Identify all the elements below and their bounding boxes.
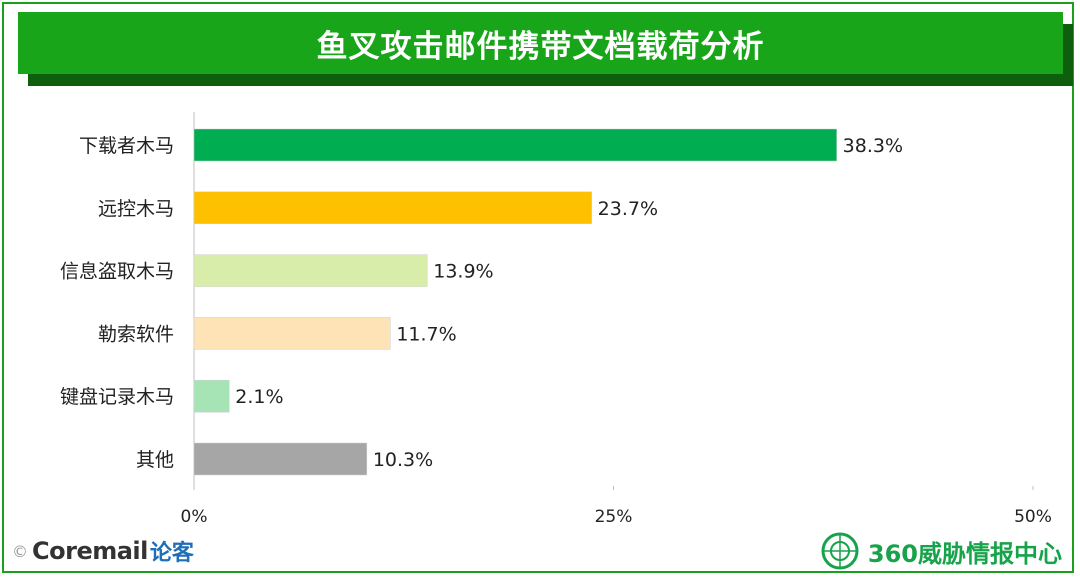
coremail-brand: Coremail bbox=[32, 537, 148, 565]
x-tick-label: 0% bbox=[181, 507, 208, 527]
value-label: 11.7% bbox=[396, 323, 456, 345]
category-label: 其他 bbox=[136, 449, 174, 471]
category-label: 信息盗取木马 bbox=[60, 261, 174, 283]
threat-center-name: 360威胁情报中心 bbox=[867, 539, 1062, 568]
value-label: 10.3% bbox=[373, 449, 433, 471]
category-label: 勒索软件 bbox=[98, 323, 174, 345]
threat-center-logo: 360威胁情报中心 bbox=[820, 530, 1062, 572]
bar bbox=[193, 191, 592, 225]
bar bbox=[193, 254, 428, 287]
x-tick-label: 50% bbox=[1014, 507, 1052, 527]
bar bbox=[193, 317, 391, 350]
copyright-symbol: © bbox=[12, 541, 28, 561]
value-label: 2.1% bbox=[235, 386, 283, 408]
value-label: 13.9% bbox=[433, 261, 493, 283]
title-banner: 鱼叉攻击邮件携带文档载荷分析 bbox=[18, 12, 1063, 74]
value-label: 23.7% bbox=[598, 198, 658, 220]
globe-emblem-icon bbox=[821, 532, 859, 570]
coremail-brand-cn: 论客 bbox=[149, 541, 194, 566]
bar bbox=[193, 442, 368, 476]
x-tick-label: 25% bbox=[595, 507, 633, 527]
chart-title: 鱼叉攻击邮件携带文档载荷分析 bbox=[316, 28, 765, 65]
bar bbox=[193, 128, 837, 162]
bar bbox=[193, 379, 230, 413]
category-label: 键盘记录木马 bbox=[60, 386, 174, 408]
category-label: 远控木马 bbox=[98, 198, 174, 220]
chart-frame bbox=[2, 2, 1074, 573]
coremail-logo: © Coremail 论客 bbox=[12, 534, 194, 568]
value-label: 38.3% bbox=[843, 135, 903, 157]
category-label: 下载者木马 bbox=[79, 135, 174, 157]
